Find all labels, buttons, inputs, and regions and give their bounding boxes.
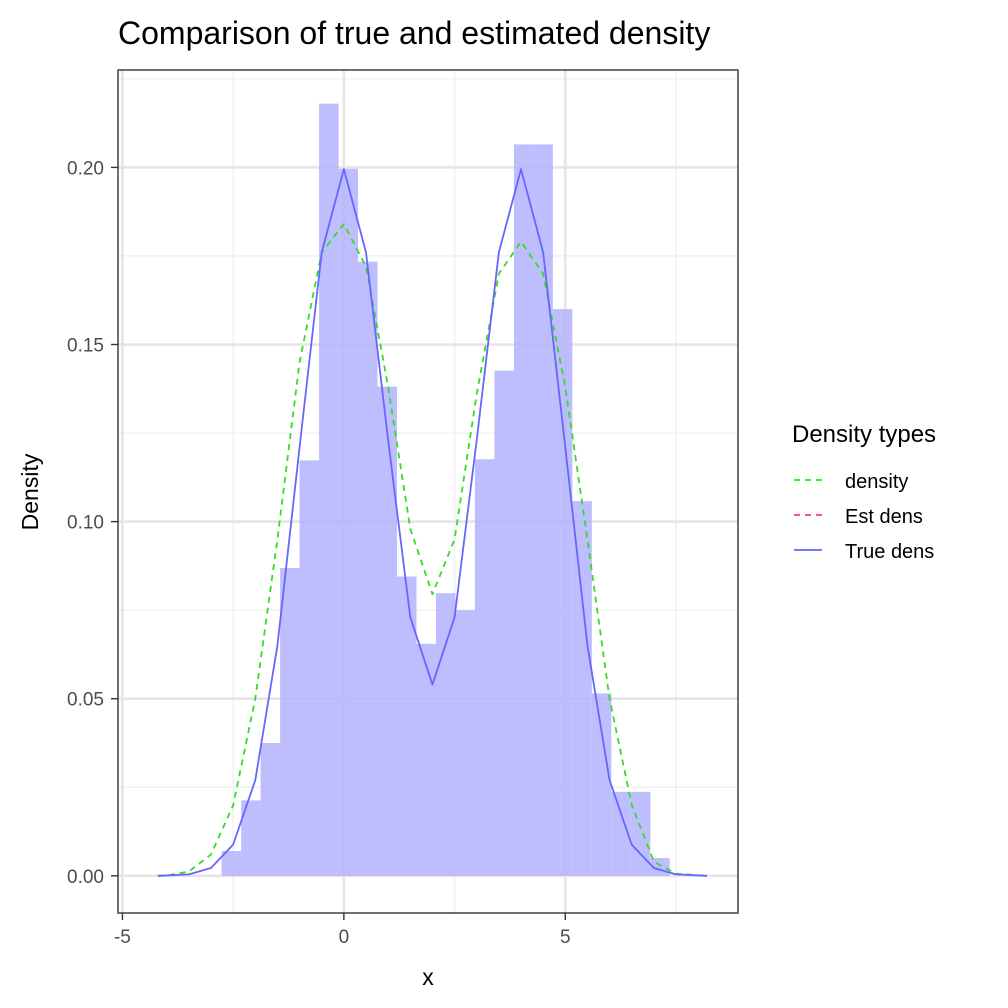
- y-axis: 0.00 0.05 0.10 0.15 0.20: [67, 158, 118, 888]
- histogram-bar: [260, 742, 281, 876]
- histogram-bar: [377, 386, 397, 876]
- x-tick-label: 5: [560, 927, 571, 948]
- histogram-bar: [416, 643, 436, 876]
- histogram-bar: [591, 693, 612, 876]
- histogram-bar: [533, 144, 553, 876]
- density-lines: [157, 168, 708, 877]
- histogram-bar: [397, 576, 417, 876]
- x-axis-title: x: [422, 964, 434, 990]
- plot-panel-border: [117, 69, 739, 914]
- histogram-bar: [474, 459, 495, 876]
- x-tick-label: -5: [114, 927, 131, 948]
- histogram-bar: [455, 610, 475, 876]
- histogram-bar: [358, 261, 378, 876]
- series-line-true-dens: [157, 168, 708, 877]
- x-tick-label: 0: [339, 927, 350, 948]
- histogram-bar: [572, 501, 592, 876]
- y-tick-label: 0.20: [67, 158, 104, 179]
- y-tick-label: 0.00: [67, 867, 104, 888]
- series-line-density: [157, 223, 708, 877]
- histogram-bar: [513, 144, 534, 876]
- y-tick-label: 0.10: [67, 513, 104, 534]
- histogram-bar: [494, 370, 514, 876]
- y-tick-label: 0.05: [67, 690, 104, 711]
- histogram-bars: [221, 103, 670, 876]
- y-tick-label: 0.15: [67, 336, 104, 357]
- histogram-bar: [552, 309, 573, 876]
- legend-label: Est dens: [845, 506, 923, 528]
- histogram-bar: [241, 800, 261, 876]
- histogram-bar: [280, 568, 300, 876]
- legend-label: density: [845, 471, 908, 493]
- chart-title: Comparison of true and estimated density: [118, 15, 710, 51]
- y-axis-title: Density: [17, 453, 43, 530]
- histogram-bar: [435, 593, 456, 876]
- legend: Density types density Est dens True dens: [792, 421, 936, 563]
- histogram-bar: [319, 103, 339, 876]
- histogram-bar: [299, 460, 320, 876]
- x-axis: -5 0 5: [114, 913, 571, 948]
- minor-gridlines: [118, 70, 738, 913]
- histogram-bar: [630, 791, 651, 876]
- histogram-bar: [338, 168, 359, 876]
- legend-title: Density types: [792, 421, 936, 448]
- histogram-bar: [221, 851, 242, 876]
- histogram-bar: [611, 791, 631, 876]
- legend-label: True dens: [845, 541, 934, 563]
- legend-entries: density Est dens True dens: [794, 471, 934, 563]
